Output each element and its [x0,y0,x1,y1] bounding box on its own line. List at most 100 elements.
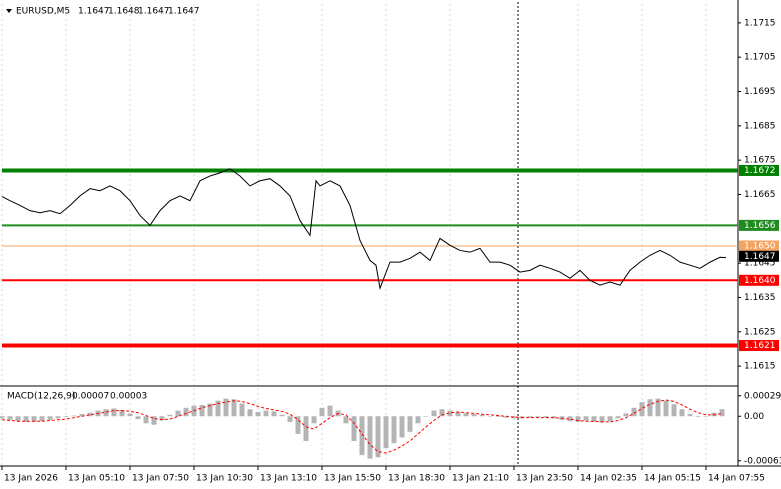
level-label: 1.1621 [744,341,776,351]
histogram-bar [223,398,229,417]
indicator-title: MACD(12,26,9) [7,392,75,402]
level-tag [739,274,779,286]
histogram-bar [167,414,173,417]
ohlc-value: 1.1647 [168,7,200,17]
x-tick-label: 13 Jan 07:50 [132,474,189,484]
x-tick-label: 13 Jan 2026 [4,474,58,484]
histogram-bar [695,416,701,417]
histogram-bar [87,412,93,417]
level-label: 1.1656 [744,221,776,231]
histogram-bar [439,409,445,417]
histogram-bar [655,398,661,417]
histogram-bar [135,416,141,420]
histogram-bar [143,416,149,424]
histogram-bar [375,416,381,458]
histogram-bar [103,409,109,417]
histogram-bar [679,409,685,417]
indicator-value: 0.00007 [72,392,109,402]
histogram-bar [415,416,421,424]
histogram-bar [199,404,205,417]
histogram-bar [175,410,181,417]
y-tick-label: -0.00063 [744,456,781,466]
histogram-bar [319,407,325,417]
y-tick-label: 1.1665 [744,190,776,200]
y-tick-label: 1.1695 [744,87,776,97]
histogram-bar [271,411,277,417]
histogram-bar [295,416,301,434]
level-tag [739,219,779,231]
level-label: 1.1650 [744,241,776,251]
histogram-bar [303,416,309,441]
histogram-bar [447,410,453,417]
histogram-bar [455,412,461,417]
ohlc-value: 1.1647 [78,7,110,17]
histogram-bar [615,416,621,419]
indicator-value: 0.00003 [110,392,147,402]
histogram-bar [7,416,13,420]
histogram-bar [647,399,653,417]
histogram-bar [503,416,509,418]
histogram-bar [343,416,349,424]
histogram-bar [71,415,77,417]
histogram-bar [639,402,645,417]
histogram-bar [207,403,213,417]
histogram-bar [31,416,37,422]
histogram-bar [487,416,493,417]
histogram-bar [623,413,629,417]
level-tag [739,340,779,352]
histogram-bar [263,410,269,417]
histogram-bar [15,416,21,422]
histogram-bar [495,416,501,417]
histogram-bar [423,416,429,417]
histogram-bar [63,416,69,417]
x-tick-label: 13 Jan 21:10 [452,474,509,484]
y-tick-label: 0.00029 [744,391,781,401]
histogram-bar [327,405,333,417]
menu-arrow [6,9,12,13]
histogram-bar [591,416,597,422]
histogram-bar [287,416,293,422]
histogram-bar [479,414,485,417]
histogram-bar [391,416,397,444]
y-tick-label: 1.1625 [744,327,776,337]
histogram-bar [231,399,237,417]
histogram-bar [255,412,261,417]
histogram-bar [151,416,157,425]
x-tick-label: 14 Jan 05:15 [644,474,701,484]
histogram-bar [0,416,5,419]
level-tag [739,164,779,176]
x-tick-label: 13 Jan 15:50 [324,474,381,484]
last-price-tag [739,250,779,262]
y-tick-label: 1.1685 [744,121,776,131]
histogram-bar [183,407,189,417]
histogram-bar [247,409,253,417]
histogram-bar [535,416,541,417]
y-tick-label: 1.1715 [744,18,776,28]
histogram-bar [575,416,581,422]
histogram-bar [631,407,637,417]
histogram-bar [23,416,29,422]
histogram-bar [511,416,517,419]
histogram-bar [119,409,125,417]
x-tick-label: 14 Jan 07:55 [708,474,765,484]
y-tick-label: 1.1675 [744,156,776,166]
x-tick-label: 13 Jan 13:10 [260,474,317,484]
histogram-bar [47,416,53,420]
y-tick-label: 1.1645 [744,259,776,269]
histogram-bar [463,413,469,417]
histogram-bar [79,414,85,417]
histogram-bar [111,408,117,417]
y-tick-label: 0.00 [744,412,764,422]
histogram-bar [407,416,413,432]
ohlc-value: 1.1647 [138,7,170,17]
x-tick-label: 14 Jan 02:35 [580,474,637,484]
histogram-bar [607,416,613,422]
histogram-bar [719,409,725,417]
price-line [1,168,727,291]
histogram-bar [543,416,549,418]
histogram-bar [527,416,533,418]
signal-line [1,399,723,454]
histogram-bar [471,414,477,417]
histogram-bar [239,403,245,417]
